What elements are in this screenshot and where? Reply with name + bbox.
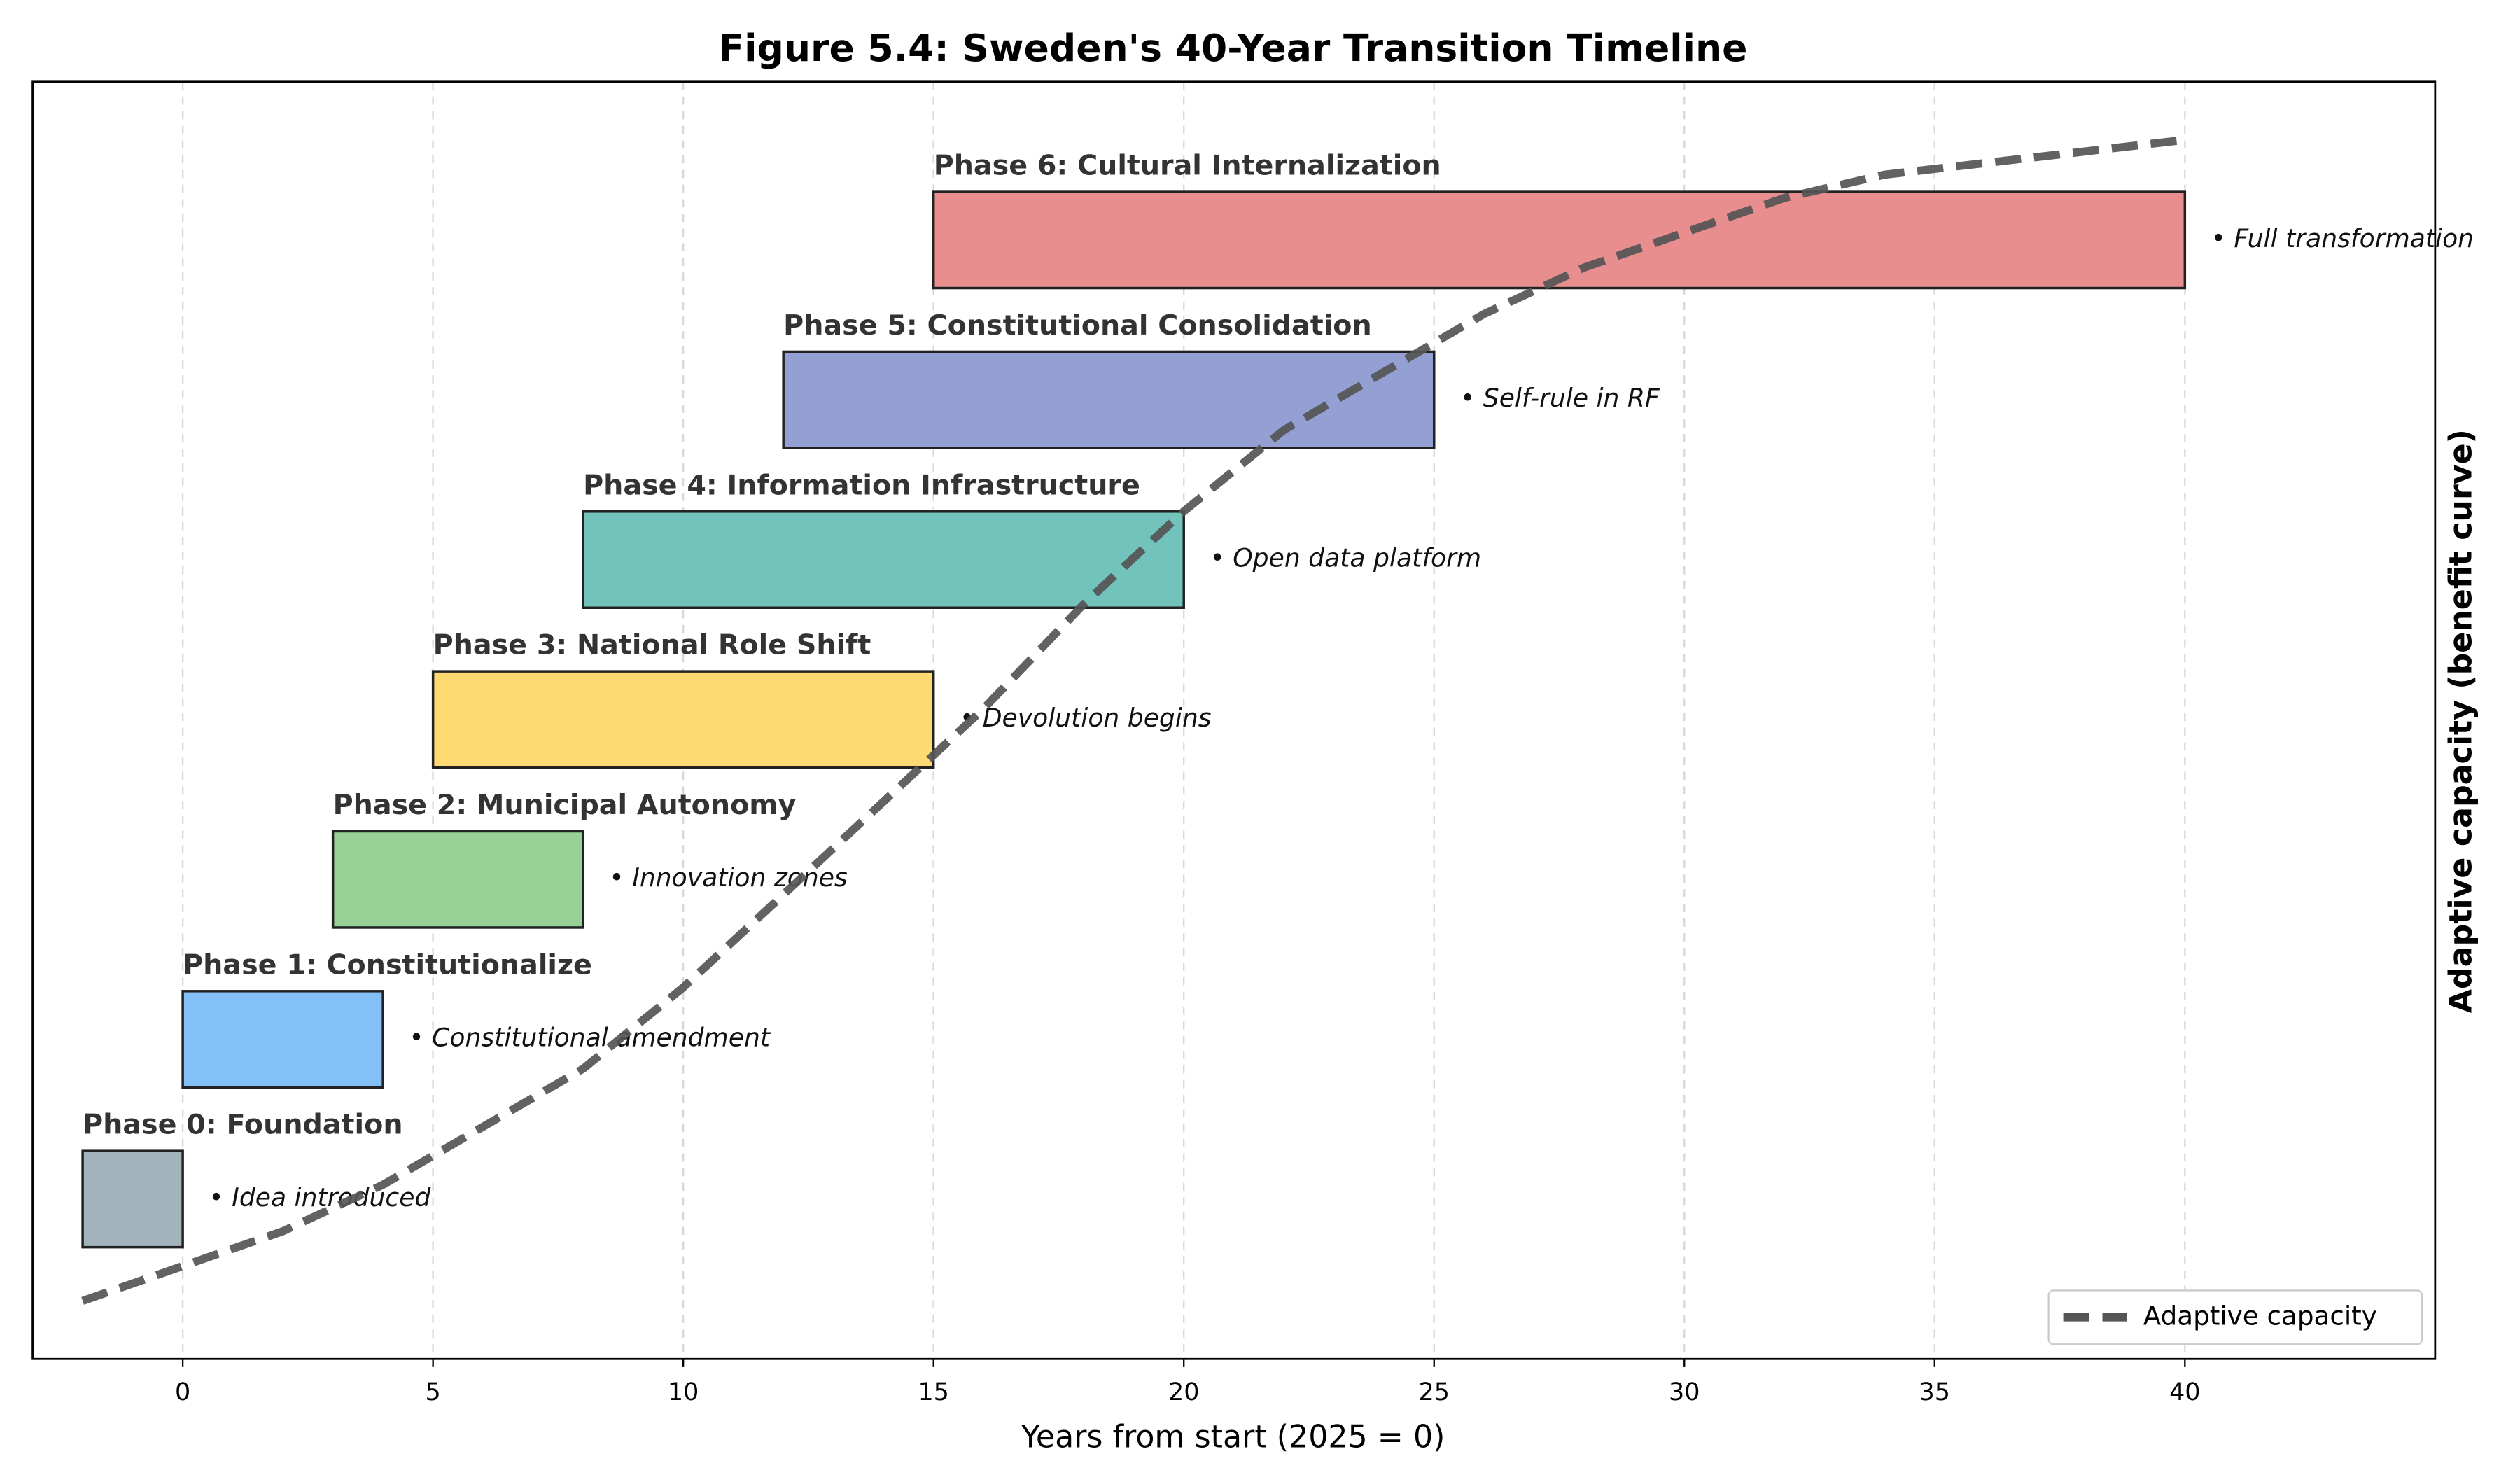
x-tick-label: 20 xyxy=(1168,1378,1199,1406)
x-tick-label: 5 xyxy=(426,1378,441,1406)
plot-frame xyxy=(31,80,2437,1360)
x-tick-label: 0 xyxy=(175,1378,190,1406)
task-note: • Constitutional amendment xyxy=(409,1023,771,1053)
task-bar xyxy=(582,510,1185,609)
curve-line xyxy=(81,135,2185,1305)
x-tick-label: 40 xyxy=(2169,1378,2200,1406)
x-tick-label: 25 xyxy=(1419,1378,1450,1406)
task-bar xyxy=(782,350,1436,449)
x-tick-label: 10 xyxy=(668,1378,699,1406)
task-label: Phase 2: Municipal Autonomy xyxy=(333,789,797,821)
task-label: Phase 5: Constitutional Consolidation xyxy=(783,309,1372,342)
task-note: • Innovation zones xyxy=(609,862,848,892)
task-note: • Full transformation xyxy=(2211,223,2474,253)
x-tick-label: 15 xyxy=(918,1378,948,1406)
x-axis-label: Years from start (2025 = 0) xyxy=(1021,1419,1446,1455)
task-note: • Open data platform xyxy=(1210,543,1481,573)
task-label: Phase 0: Foundation xyxy=(83,1109,402,1141)
task-bar xyxy=(181,990,384,1089)
task-note: • Devolution begins xyxy=(960,703,1212,733)
task-bar xyxy=(81,1149,184,1249)
legend-label: Adaptive capacity xyxy=(2143,1300,2377,1331)
legend-box xyxy=(2047,1289,2423,1345)
x-tick-label: 30 xyxy=(1669,1378,1700,1406)
task-label: Phase 3: National Role Shift xyxy=(433,629,872,662)
task-label: Phase 6: Cultural Internalization xyxy=(934,150,1441,182)
x-tick-label: 35 xyxy=(1919,1378,1950,1406)
task-bar xyxy=(431,670,935,769)
task-label: Phase 1: Constitutionalize xyxy=(183,948,592,981)
task-note: • Idea introduced xyxy=(209,1182,431,1212)
y2-axis-label: Adaptive capacity (benefit curve) xyxy=(2443,429,2479,1013)
task-note: • Self-rule in RF xyxy=(1460,383,1660,413)
task-label: Phase 4: Information Infrastructure xyxy=(583,469,1140,501)
task-bar xyxy=(932,190,2187,290)
chart-title: Figure 5.4: Sweden's 40-Year Transition … xyxy=(719,26,1748,70)
task-bar xyxy=(331,830,584,929)
